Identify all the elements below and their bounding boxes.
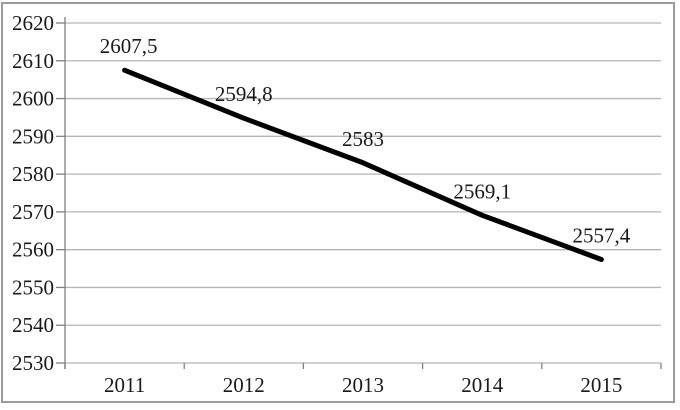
y-axis-tick-label: 2580 bbox=[12, 162, 54, 186]
y-axis-tick-label: 2570 bbox=[12, 200, 54, 224]
y-axis-tick-label: 2530 bbox=[12, 351, 54, 375]
y-axis-tick-label: 2620 bbox=[12, 11, 54, 35]
y-axis-tick-label: 2610 bbox=[12, 49, 54, 73]
y-axis-tick-label: 2600 bbox=[12, 87, 54, 111]
y-axis-tick-label: 2540 bbox=[12, 313, 54, 337]
x-axis-tick-label: 2012 bbox=[223, 373, 265, 397]
x-axis-tick-label: 2015 bbox=[580, 373, 622, 397]
x-axis-tick-label: 2011 bbox=[104, 373, 145, 397]
y-axis-tick-label: 2590 bbox=[12, 124, 54, 148]
chart-frame bbox=[1, 2, 675, 403]
data-point-label: 2569,1 bbox=[453, 179, 511, 203]
x-axis-tick-label: 2014 bbox=[461, 373, 504, 397]
data-point-label: 2583 bbox=[342, 127, 384, 151]
y-axis-tick-label: 2560 bbox=[12, 238, 54, 262]
data-point-label: 2594,8 bbox=[215, 82, 273, 106]
y-axis-tick-label: 2550 bbox=[12, 275, 54, 299]
data-point-label: 2557,4 bbox=[573, 223, 631, 247]
x-axis-tick-label: 2013 bbox=[342, 373, 384, 397]
data-series-line bbox=[122, 67, 604, 262]
data-point-label: 2607,5 bbox=[100, 34, 158, 58]
